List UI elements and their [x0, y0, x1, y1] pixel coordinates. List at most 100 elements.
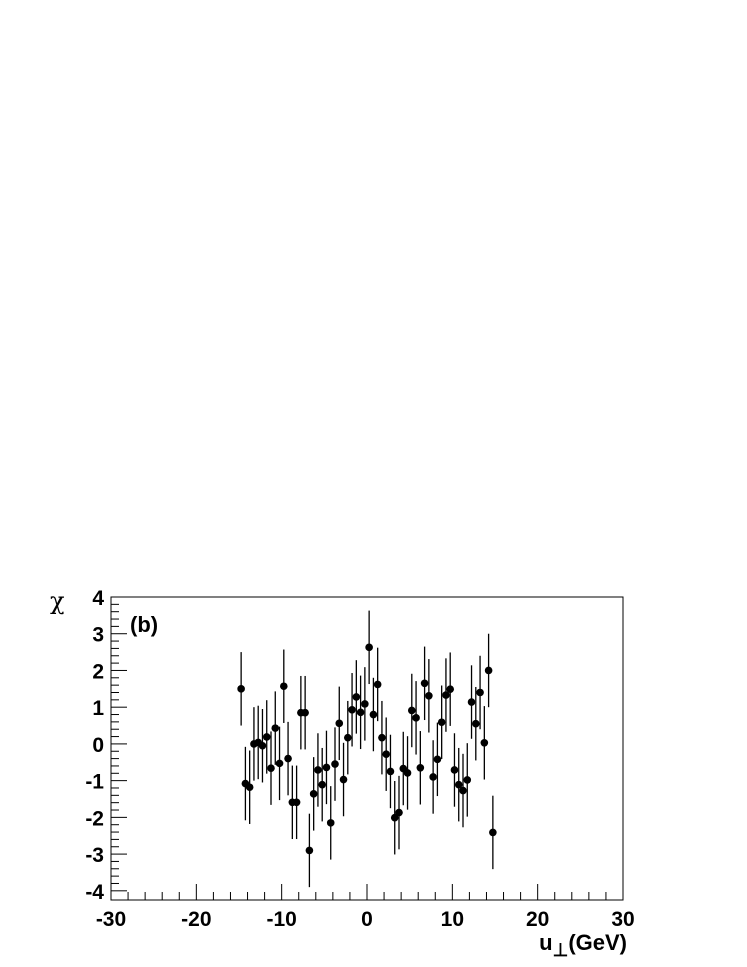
marker — [467, 698, 476, 706]
x-axis-title: u⊥(GeV) — [539, 930, 627, 960]
marker — [361, 700, 369, 708]
marker — [275, 759, 284, 768]
data-point — [425, 659, 433, 733]
marker — [301, 708, 309, 717]
marker — [271, 724, 280, 732]
marker — [262, 733, 271, 741]
data-point — [344, 700, 352, 775]
x-axis-title-sub: ⊥ — [553, 940, 569, 960]
marker — [365, 643, 373, 652]
marker — [284, 754, 292, 763]
y-tick-label: 0 — [92, 734, 104, 757]
data-point — [280, 649, 288, 723]
x-tick-label: -10 — [266, 908, 296, 931]
marker — [305, 846, 314, 855]
marker — [454, 780, 463, 789]
x-axis-title-main: u — [539, 930, 552, 955]
marker — [378, 733, 386, 742]
data-point — [314, 733, 322, 807]
data-point — [476, 655, 484, 730]
data-point — [463, 743, 472, 817]
y-tick-label: 2 — [92, 660, 104, 683]
marker — [309, 790, 318, 798]
data-point — [365, 610, 373, 685]
data-point — [241, 746, 250, 821]
data-point — [262, 700, 271, 774]
plot-frame — [110, 596, 624, 901]
y-tick-label: -4 — [85, 881, 104, 904]
marker — [386, 767, 395, 776]
data-point — [369, 677, 378, 752]
data-point — [446, 652, 455, 726]
marker — [408, 706, 416, 715]
data-point — [373, 647, 382, 722]
data-point — [429, 740, 437, 814]
marker — [403, 769, 412, 777]
y-tick-label: -2 — [85, 807, 104, 830]
data-point — [382, 717, 391, 791]
marker — [476, 688, 484, 697]
data-point — [292, 765, 301, 840]
data-point — [271, 691, 280, 765]
data-point — [395, 775, 403, 850]
marker — [292, 798, 301, 807]
data-point — [442, 658, 450, 732]
y-tick-label: 4 — [92, 587, 104, 610]
marker — [331, 760, 339, 768]
data-point — [284, 721, 292, 796]
data-point — [386, 734, 395, 809]
data-point — [459, 753, 467, 828]
marker — [237, 685, 245, 693]
data-point — [301, 675, 309, 750]
data-point — [352, 660, 361, 734]
data-point — [348, 673, 356, 747]
marker — [425, 691, 433, 700]
marker — [442, 691, 450, 699]
data-point — [399, 731, 408, 806]
marker — [420, 679, 429, 688]
x-tick-label: 0 — [361, 908, 373, 931]
marker — [463, 776, 472, 784]
marker — [318, 780, 327, 789]
data-point — [361, 667, 369, 741]
data-point — [480, 706, 489, 780]
data-point — [472, 686, 480, 761]
data-point — [408, 673, 416, 748]
marker — [245, 783, 254, 792]
marker — [369, 710, 378, 719]
x-tick-label: -20 — [181, 908, 211, 931]
data-points — [237, 610, 497, 888]
marker — [322, 763, 331, 772]
data-point — [275, 726, 284, 801]
data-point — [267, 731, 275, 805]
panel-label: (b) — [130, 612, 158, 637]
marker — [433, 755, 442, 764]
data-point — [356, 675, 365, 750]
y-tick-label: -1 — [85, 771, 104, 794]
data-point — [390, 781, 399, 855]
marker — [472, 719, 480, 728]
x-tick-label: 20 — [526, 908, 549, 931]
marker — [450, 766, 459, 774]
marker — [348, 705, 356, 714]
marker — [489, 828, 497, 837]
marker — [437, 718, 446, 727]
data-point — [454, 747, 463, 822]
data-point — [467, 665, 476, 739]
x-axis-title-unit: (GeV) — [568, 930, 627, 955]
marker — [390, 813, 399, 822]
data-point — [305, 813, 314, 888]
y-axis-title: χ — [50, 587, 65, 615]
marker — [280, 682, 288, 691]
data-point — [258, 709, 267, 783]
y-tick-label: -3 — [85, 844, 104, 867]
marker — [258, 741, 267, 750]
data-point — [420, 646, 429, 721]
x-tick-labels: -30 -20 -10 0 10 20 30 — [96, 908, 635, 931]
marker — [429, 773, 437, 781]
data-point — [318, 747, 327, 822]
data-point — [450, 733, 459, 807]
data-point — [433, 722, 442, 797]
data-point — [378, 700, 386, 775]
